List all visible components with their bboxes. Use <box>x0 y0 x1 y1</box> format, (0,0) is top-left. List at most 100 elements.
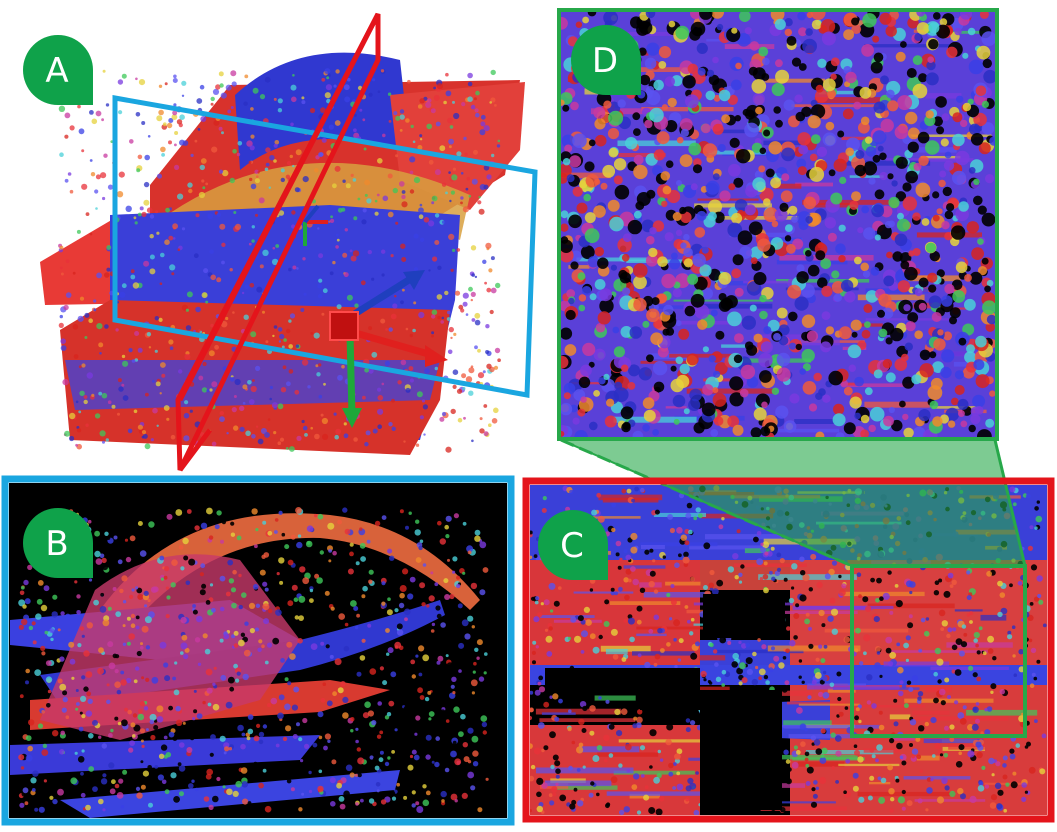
texture-speck <box>471 318 476 322</box>
texture-speck <box>69 658 76 665</box>
texture-speck <box>419 134 423 138</box>
texture-speck <box>902 196 917 211</box>
gizmo-y-axis[interactable] <box>346 334 356 416</box>
gizmo-x-axis[interactable] <box>344 326 433 359</box>
texture-speck <box>379 730 384 735</box>
texture-speck <box>225 84 232 91</box>
texture-speck <box>706 69 715 77</box>
texture-speck <box>478 676 485 682</box>
texture-speck <box>175 509 183 516</box>
gizmo-z-arrow-icon <box>403 270 425 290</box>
texture-speck <box>606 398 615 407</box>
texture-speck <box>339 803 346 810</box>
texture-speck <box>95 207 98 210</box>
texture-speck <box>960 12 972 20</box>
texture-speck <box>285 725 292 732</box>
texture-speck <box>877 145 884 152</box>
texture-speck <box>363 147 367 151</box>
texture-speck <box>212 795 219 803</box>
texture-speck <box>231 634 236 639</box>
texture-speck <box>530 743 533 749</box>
texture-speck <box>59 656 65 662</box>
texture-speck <box>154 349 158 353</box>
texture-speck <box>686 502 693 509</box>
texture-speck <box>914 288 923 297</box>
texture-speck <box>368 569 374 575</box>
texture-speck <box>325 644 330 649</box>
texture-speck <box>700 670 707 678</box>
texture-speck <box>439 645 444 650</box>
texture-speck <box>578 294 587 302</box>
texture-speck <box>854 648 859 653</box>
texture-speck <box>916 754 922 760</box>
texture-speck <box>330 606 335 611</box>
texture-speck <box>973 195 983 206</box>
texture-speck <box>310 332 314 335</box>
texture-speck <box>847 344 862 359</box>
texture-speck <box>143 260 150 267</box>
texture-speck <box>414 732 418 736</box>
texture-speck <box>741 643 747 649</box>
texture-speck <box>738 640 742 645</box>
transform-gizmo[interactable] <box>329 270 448 428</box>
texture-speck <box>101 743 108 749</box>
texture-speck <box>122 360 129 367</box>
texture-speck <box>992 656 997 661</box>
texture-speck <box>776 352 791 367</box>
texture-speck <box>918 725 925 732</box>
texture-speck <box>219 638 224 643</box>
texture-speck <box>822 692 830 699</box>
texture-speck <box>815 84 824 93</box>
texture-speck <box>163 405 170 411</box>
texture-speck <box>257 171 260 174</box>
texture-speck <box>768 141 782 155</box>
texture-speck <box>750 257 758 265</box>
texture-speck <box>968 665 974 671</box>
texture-speck <box>321 417 328 425</box>
texture-speck <box>901 353 909 362</box>
texture-speck <box>302 176 309 183</box>
texture-speck <box>152 407 158 414</box>
texture-speck <box>113 535 118 540</box>
texture-speck <box>233 425 239 431</box>
texture-speck <box>975 85 987 97</box>
texture-speck <box>259 264 264 269</box>
texture-speck <box>981 100 990 108</box>
texture-speck <box>75 689 79 692</box>
texture-speck <box>84 312 90 318</box>
texture-speck <box>1021 796 1027 803</box>
texture-speck <box>545 635 553 643</box>
texture-speck <box>116 689 122 695</box>
texture-speck <box>534 689 541 696</box>
texture-speck <box>272 334 275 338</box>
texture-speck <box>239 405 245 412</box>
texture-speck <box>590 781 595 786</box>
texture-speck <box>286 381 291 387</box>
texture-speck <box>465 187 469 191</box>
texture-speck <box>349 249 353 253</box>
texture-speck <box>622 287 631 296</box>
texture-speck <box>452 556 458 562</box>
texture-speck <box>92 719 98 726</box>
texture-speck <box>262 249 269 256</box>
texture-speck <box>98 647 104 654</box>
texture-speck <box>168 235 174 241</box>
texture-speck <box>871 204 885 218</box>
texture-speck <box>374 520 381 527</box>
texture-speck <box>462 301 468 307</box>
texture-speck <box>386 712 392 717</box>
texture-speck <box>629 636 635 643</box>
texture-speck <box>581 630 588 638</box>
texture-speck <box>240 743 246 750</box>
gizmo-center-cube-icon[interactable] <box>329 311 359 341</box>
texture-speck <box>148 802 153 808</box>
texture-speck <box>949 737 955 742</box>
texture-speck <box>637 653 642 658</box>
texture-speck <box>400 243 406 249</box>
texture-speck <box>466 545 474 553</box>
texture-speck <box>712 387 719 394</box>
texture-speck <box>212 88 220 95</box>
texture-speck <box>194 525 200 531</box>
texture-speck <box>1035 515 1043 523</box>
texture-speck <box>141 211 147 217</box>
